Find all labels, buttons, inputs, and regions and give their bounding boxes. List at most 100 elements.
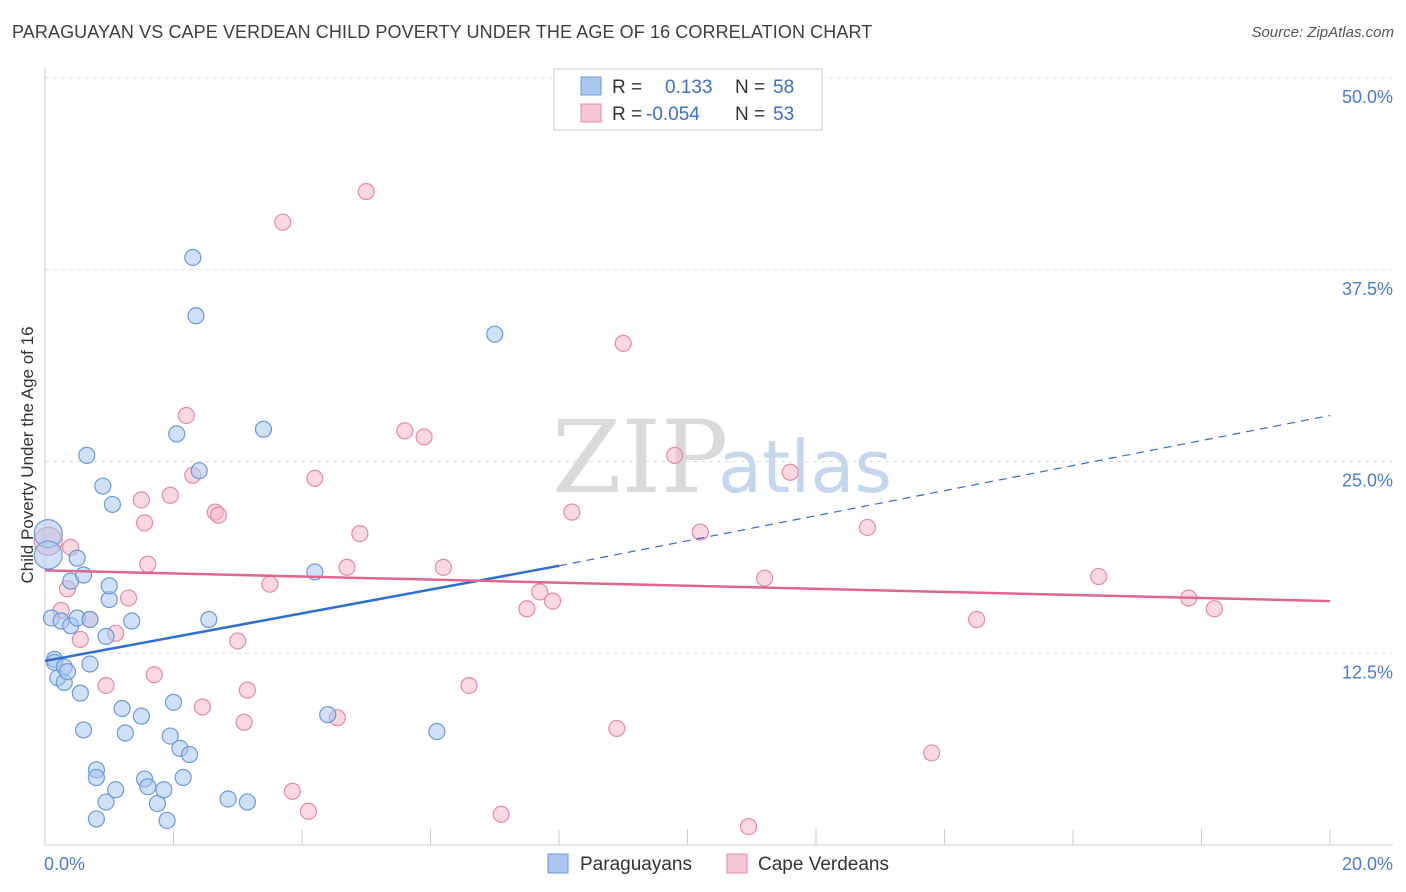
cape-verdean-point-22 [261,575,279,593]
paraguayan-point-36 [148,794,167,813]
bottom-legend-cape-verdeans: Cape Verdeans [758,854,889,875]
cape-verdean-point-18 [209,506,228,524]
paraguayan-point-27 [100,577,118,595]
cape-verdean-point-37 [531,583,549,601]
cape-verdean-point-47 [858,518,877,537]
tick-labels: 12.5% 25.0% 37.5% 50.0% 0.0% 20.0% [44,87,1393,874]
paraguayan-point-46 [187,307,205,325]
paraguayan-point-31 [116,724,134,742]
cape-verdean-point-32 [415,428,433,446]
paraguayan-point-38 [158,811,176,830]
cape-verdean-point-29 [351,524,369,543]
paraguayan-point-1 [33,540,63,570]
cape-verdean-point-20 [235,713,253,731]
paraguayan-point-48 [200,610,218,629]
axes [44,68,1393,846]
stats-legend: R = 0.133 N = 58 R = -0.054 N = 53 [553,68,823,131]
paraguayan-point-41 [168,425,186,443]
chart-source: Source: ZipAtlas.com [1251,24,1394,41]
cape-verdean-point-10 [135,514,154,532]
paraguayan-point-14 [71,684,89,702]
watermark-atlas: atlas [718,425,892,509]
cape-verdean-point-14 [177,406,195,425]
cape-verdean-point-35 [492,805,510,823]
paraguayan-point-43 [174,768,192,787]
paraguayan-point-54 [428,722,446,741]
paraguayan-point-13 [68,549,86,567]
paraguayan-point-49 [219,790,237,808]
legend-n-label-2: N = [735,104,765,125]
cape-verdean-point-49 [968,610,986,629]
cape-verdean-point-16 [193,698,212,716]
cape-verdean-point-43 [691,523,709,541]
paraguayan-point-45 [184,248,202,267]
cape-verdean-point-50 [1090,567,1108,586]
legend-n-value-1: 58 [773,77,794,98]
cape-verdean-point-24 [283,782,301,800]
trend-lines [44,414,1331,663]
paraguayan-point-37 [155,781,173,799]
y-tick-label-1: 25.0% [1342,471,1393,491]
y-tick-label-0: 12.5% [1342,662,1393,682]
legend-r-label-1: R = [612,77,642,98]
cape-verdean-point-9 [132,491,150,509]
paraguayan-point-33 [132,707,150,725]
cape-verdean-point-12 [145,666,163,684]
legend-swatch-cape-verdeans [580,103,602,123]
paraguayan-point-29 [107,781,125,799]
paraguayans-trend-extension [558,414,1331,567]
bottom-legend-swatch-paraguayans [547,853,569,874]
cape-verdean-point-38 [543,592,562,610]
paraguayan-point-24 [97,793,115,811]
paraguayan-point-18 [81,610,99,629]
paraguayan-point-28 [103,495,122,514]
cape-verdean-point-21 [238,681,256,699]
cape-verdean-point-23 [274,213,292,231]
paraguayan-point-23 [94,477,112,495]
paraguayan-point-15 [74,721,93,739]
cape-verdean-point-45 [755,569,774,587]
cape-verdean-point-41 [614,334,632,352]
legend-r-value-1: 0.133 [665,77,713,98]
legend-n-label-1: N = [735,77,765,98]
cape-verdean-point-39 [563,503,581,521]
cape-verdean-point-34 [460,676,478,695]
cape-verdean-point-26 [306,469,324,487]
paraguayan-point-25 [97,627,115,645]
cape-verdean-point-46 [781,463,799,481]
cape-verdean-point-52 [1205,600,1223,618]
cape-verdean-point-13 [161,486,179,504]
x-tick-label-1: 20.0% [1342,854,1393,874]
watermark-zip: ZIP [552,399,728,516]
paraguayan-point-40 [164,693,183,711]
paraguayan-point-19 [81,655,99,673]
paraguayan-point-35 [139,778,157,796]
cape-verdean-point-4 [71,630,89,649]
paraguayan-point-30 [113,699,131,718]
paraguayan-point-9 [58,663,77,681]
cape-verdean-point-40 [608,719,626,738]
cape-verdean-point-44 [739,817,758,836]
cape-verdean-point-48 [923,744,941,762]
cape-verdean-point-19 [229,632,247,650]
paraguayan-point-16 [74,566,93,584]
cape-verdean-point-25 [299,802,318,820]
paraguayan-point-51 [254,420,273,438]
cape-verdean-point-6 [97,676,115,695]
paraguayan-point-53 [319,706,337,724]
legend-r-value-2: -0.054 [646,104,700,125]
paraguayan-point-44 [180,745,199,764]
cape-verdean-point-36 [518,600,536,618]
cape-verdean-point-42 [666,446,684,464]
series-paraguayans [33,248,504,830]
paraguayan-point-22 [87,810,106,828]
paraguayan-point-50 [238,793,256,811]
cape-verdean-point-31 [396,422,414,440]
paraguayan-point-47 [190,462,208,480]
cape-verdean-point-33 [434,558,452,576]
paraguayan-point-21 [87,768,106,787]
y-tick-label-2: 37.5% [1342,279,1393,299]
cape-verdean-point-28 [338,558,356,576]
paraguayan-point-55 [486,325,504,343]
